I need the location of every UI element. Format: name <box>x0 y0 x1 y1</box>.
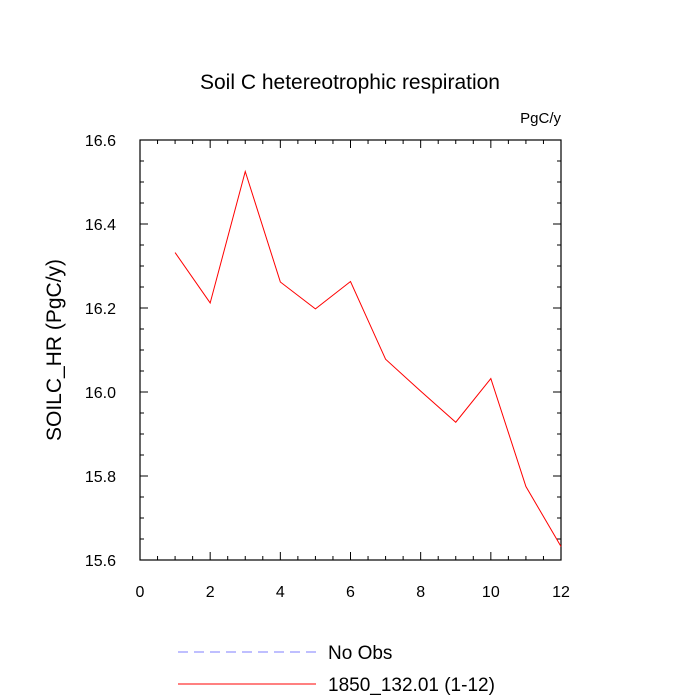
x-tick-label: 0 <box>136 584 145 601</box>
y-tick-label: 15.8 <box>85 469 116 486</box>
y-tick-label: 16.2 <box>85 301 116 318</box>
y-axis-label: SOILC_HR (PgC/y) <box>43 259 66 441</box>
axis-tick-labels: 0 2 4 6 8 10 12 15.6 15.8 16.0 16.2 16.4 16.6 <box>85 133 570 601</box>
legend-label: No Obs <box>328 643 392 664</box>
y-tick-label: 16.4 <box>85 217 116 234</box>
x-tick-label: 12 <box>552 584 570 601</box>
x-tick-label: 4 <box>276 584 285 601</box>
x-tick-label: 8 <box>416 584 425 601</box>
y-tick-label: 16.0 <box>85 385 116 402</box>
chart-title: Soil C hetereotrophic respiration <box>200 71 500 94</box>
x-tick-label: 6 <box>346 584 355 601</box>
legend: No Obs 1850_132.01 (1-12) <box>178 643 495 696</box>
plot-frame <box>139 139 562 561</box>
series-layer <box>174 169 562 547</box>
x-tick-label: 10 <box>482 584 500 601</box>
series-line <box>174 169 562 547</box>
y-tick-label: 15.6 <box>85 553 116 570</box>
x-tick-label: 2 <box>206 584 215 601</box>
y-tick-label: 16.6 <box>85 133 116 150</box>
axis-ticks <box>139 139 562 561</box>
units-label: PgC/y <box>520 110 561 127</box>
legend-label: 1850_132.01 (1-12) <box>328 675 495 696</box>
